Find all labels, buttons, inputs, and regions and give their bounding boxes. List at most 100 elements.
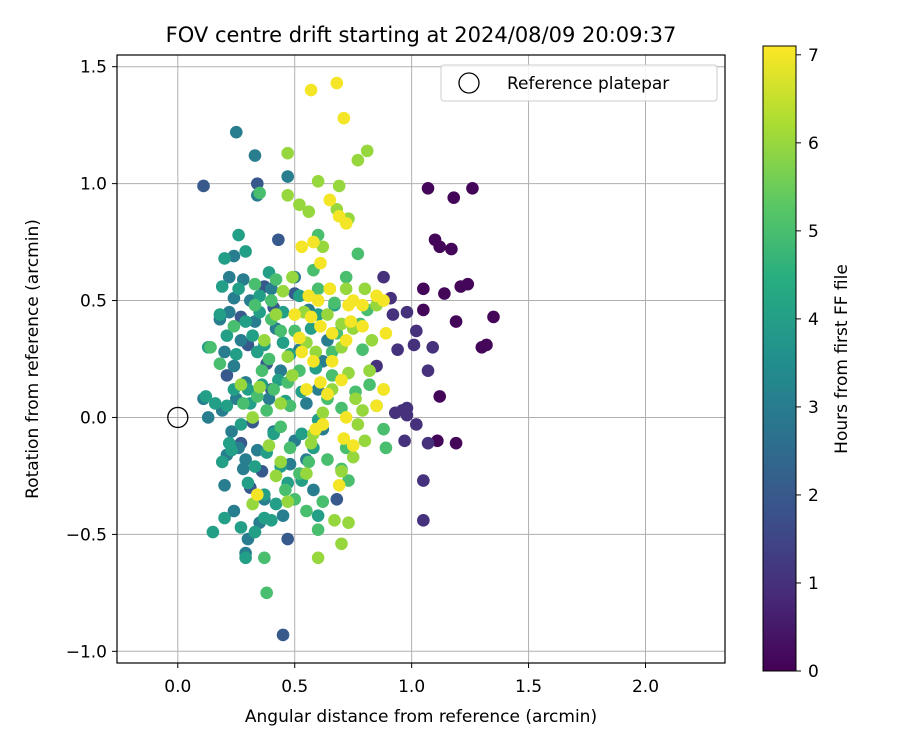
data-point	[276, 628, 290, 642]
colorbar-tick-label: 5	[808, 222, 819, 242]
data-point	[225, 443, 238, 457]
data-point	[246, 497, 259, 511]
data-point	[218, 345, 231, 359]
data-point	[307, 483, 320, 497]
data-point	[302, 289, 316, 303]
data-point	[279, 483, 292, 497]
data-point	[330, 76, 344, 90]
data-point	[206, 525, 220, 539]
data-point	[339, 411, 353, 424]
colorbar-label: Hours from first FF file	[832, 264, 852, 454]
data-point	[281, 146, 295, 160]
data-point	[342, 474, 355, 487]
data-point	[286, 369, 299, 382]
data-point	[300, 397, 313, 410]
data-point	[274, 397, 287, 410]
data-point	[358, 282, 372, 296]
legend: Reference platepar	[440, 64, 718, 102]
colorbar: 0 1 2 3 4 5 6 7 Hours from first FF file	[762, 45, 852, 682]
data-point	[433, 240, 447, 254]
data-point	[449, 315, 463, 328]
data-point	[260, 586, 273, 600]
colorbar-gradient	[762, 45, 797, 672]
data-point	[314, 376, 327, 389]
x-axis-ticks: 0.0 0.5 1.0 1.5 2.0	[164, 663, 659, 697]
data-point	[328, 514, 341, 527]
data-point	[246, 411, 259, 424]
data-point	[201, 411, 215, 424]
data-point	[461, 277, 475, 291]
data-point	[339, 333, 353, 347]
data-point	[300, 504, 313, 518]
data-point	[199, 390, 213, 403]
data-point	[248, 315, 262, 328]
data-point	[445, 242, 458, 256]
data-point	[260, 404, 273, 417]
data-point	[417, 514, 430, 527]
y-axis-label: Rotation from reference (arcmin)	[23, 219, 43, 499]
data-point	[255, 364, 269, 377]
data-point	[421, 181, 435, 195]
data-point	[356, 298, 369, 312]
data-point	[262, 439, 276, 452]
legend-box	[440, 64, 718, 102]
colorbar-tick-label: 4	[808, 310, 819, 330]
data-point	[218, 511, 231, 525]
data-point	[407, 338, 421, 352]
data-point	[304, 310, 318, 324]
data-point	[410, 418, 423, 431]
data-point	[248, 298, 262, 312]
data-point	[351, 247, 365, 261]
data-point	[480, 338, 493, 352]
data-point	[379, 326, 393, 340]
data-point	[365, 333, 379, 347]
data-point	[417, 282, 430, 296]
data-point	[300, 467, 313, 480]
data-point	[258, 551, 271, 565]
data-point	[356, 319, 369, 333]
data-point	[241, 476, 255, 490]
data-point	[281, 532, 295, 546]
data-point	[227, 504, 241, 518]
data-point	[267, 383, 280, 396]
data-point	[466, 181, 479, 195]
data-point	[330, 493, 344, 506]
data-point	[295, 427, 309, 441]
data-point	[197, 179, 210, 193]
data-point	[314, 256, 327, 270]
data-point	[274, 420, 287, 434]
data-point	[438, 287, 451, 300]
data-point	[346, 450, 360, 464]
data-point	[239, 453, 252, 466]
data-point	[447, 191, 461, 204]
data-point	[388, 406, 402, 420]
data-point	[316, 418, 330, 431]
data-point	[321, 453, 334, 466]
data-point	[265, 282, 278, 296]
data-point	[236, 273, 250, 286]
data-point	[417, 303, 430, 317]
data-point	[311, 294, 325, 307]
data-point	[215, 280, 229, 293]
data-point	[332, 210, 346, 223]
data-point	[339, 282, 353, 296]
data-point	[220, 369, 234, 382]
data-point	[323, 282, 337, 296]
data-point	[227, 319, 241, 333]
data-point	[311, 551, 325, 565]
data-point	[288, 308, 302, 321]
data-point	[253, 289, 266, 303]
data-point	[358, 434, 372, 448]
data-point	[248, 277, 262, 291]
data-point	[227, 359, 241, 373]
data-point	[316, 495, 330, 508]
data-point	[379, 441, 393, 455]
data-point	[302, 455, 316, 469]
data-point	[398, 434, 411, 448]
data-point	[272, 233, 285, 247]
data-point	[300, 383, 313, 396]
data-point	[400, 305, 414, 319]
data-point	[307, 235, 320, 249]
data-point	[213, 357, 227, 370]
